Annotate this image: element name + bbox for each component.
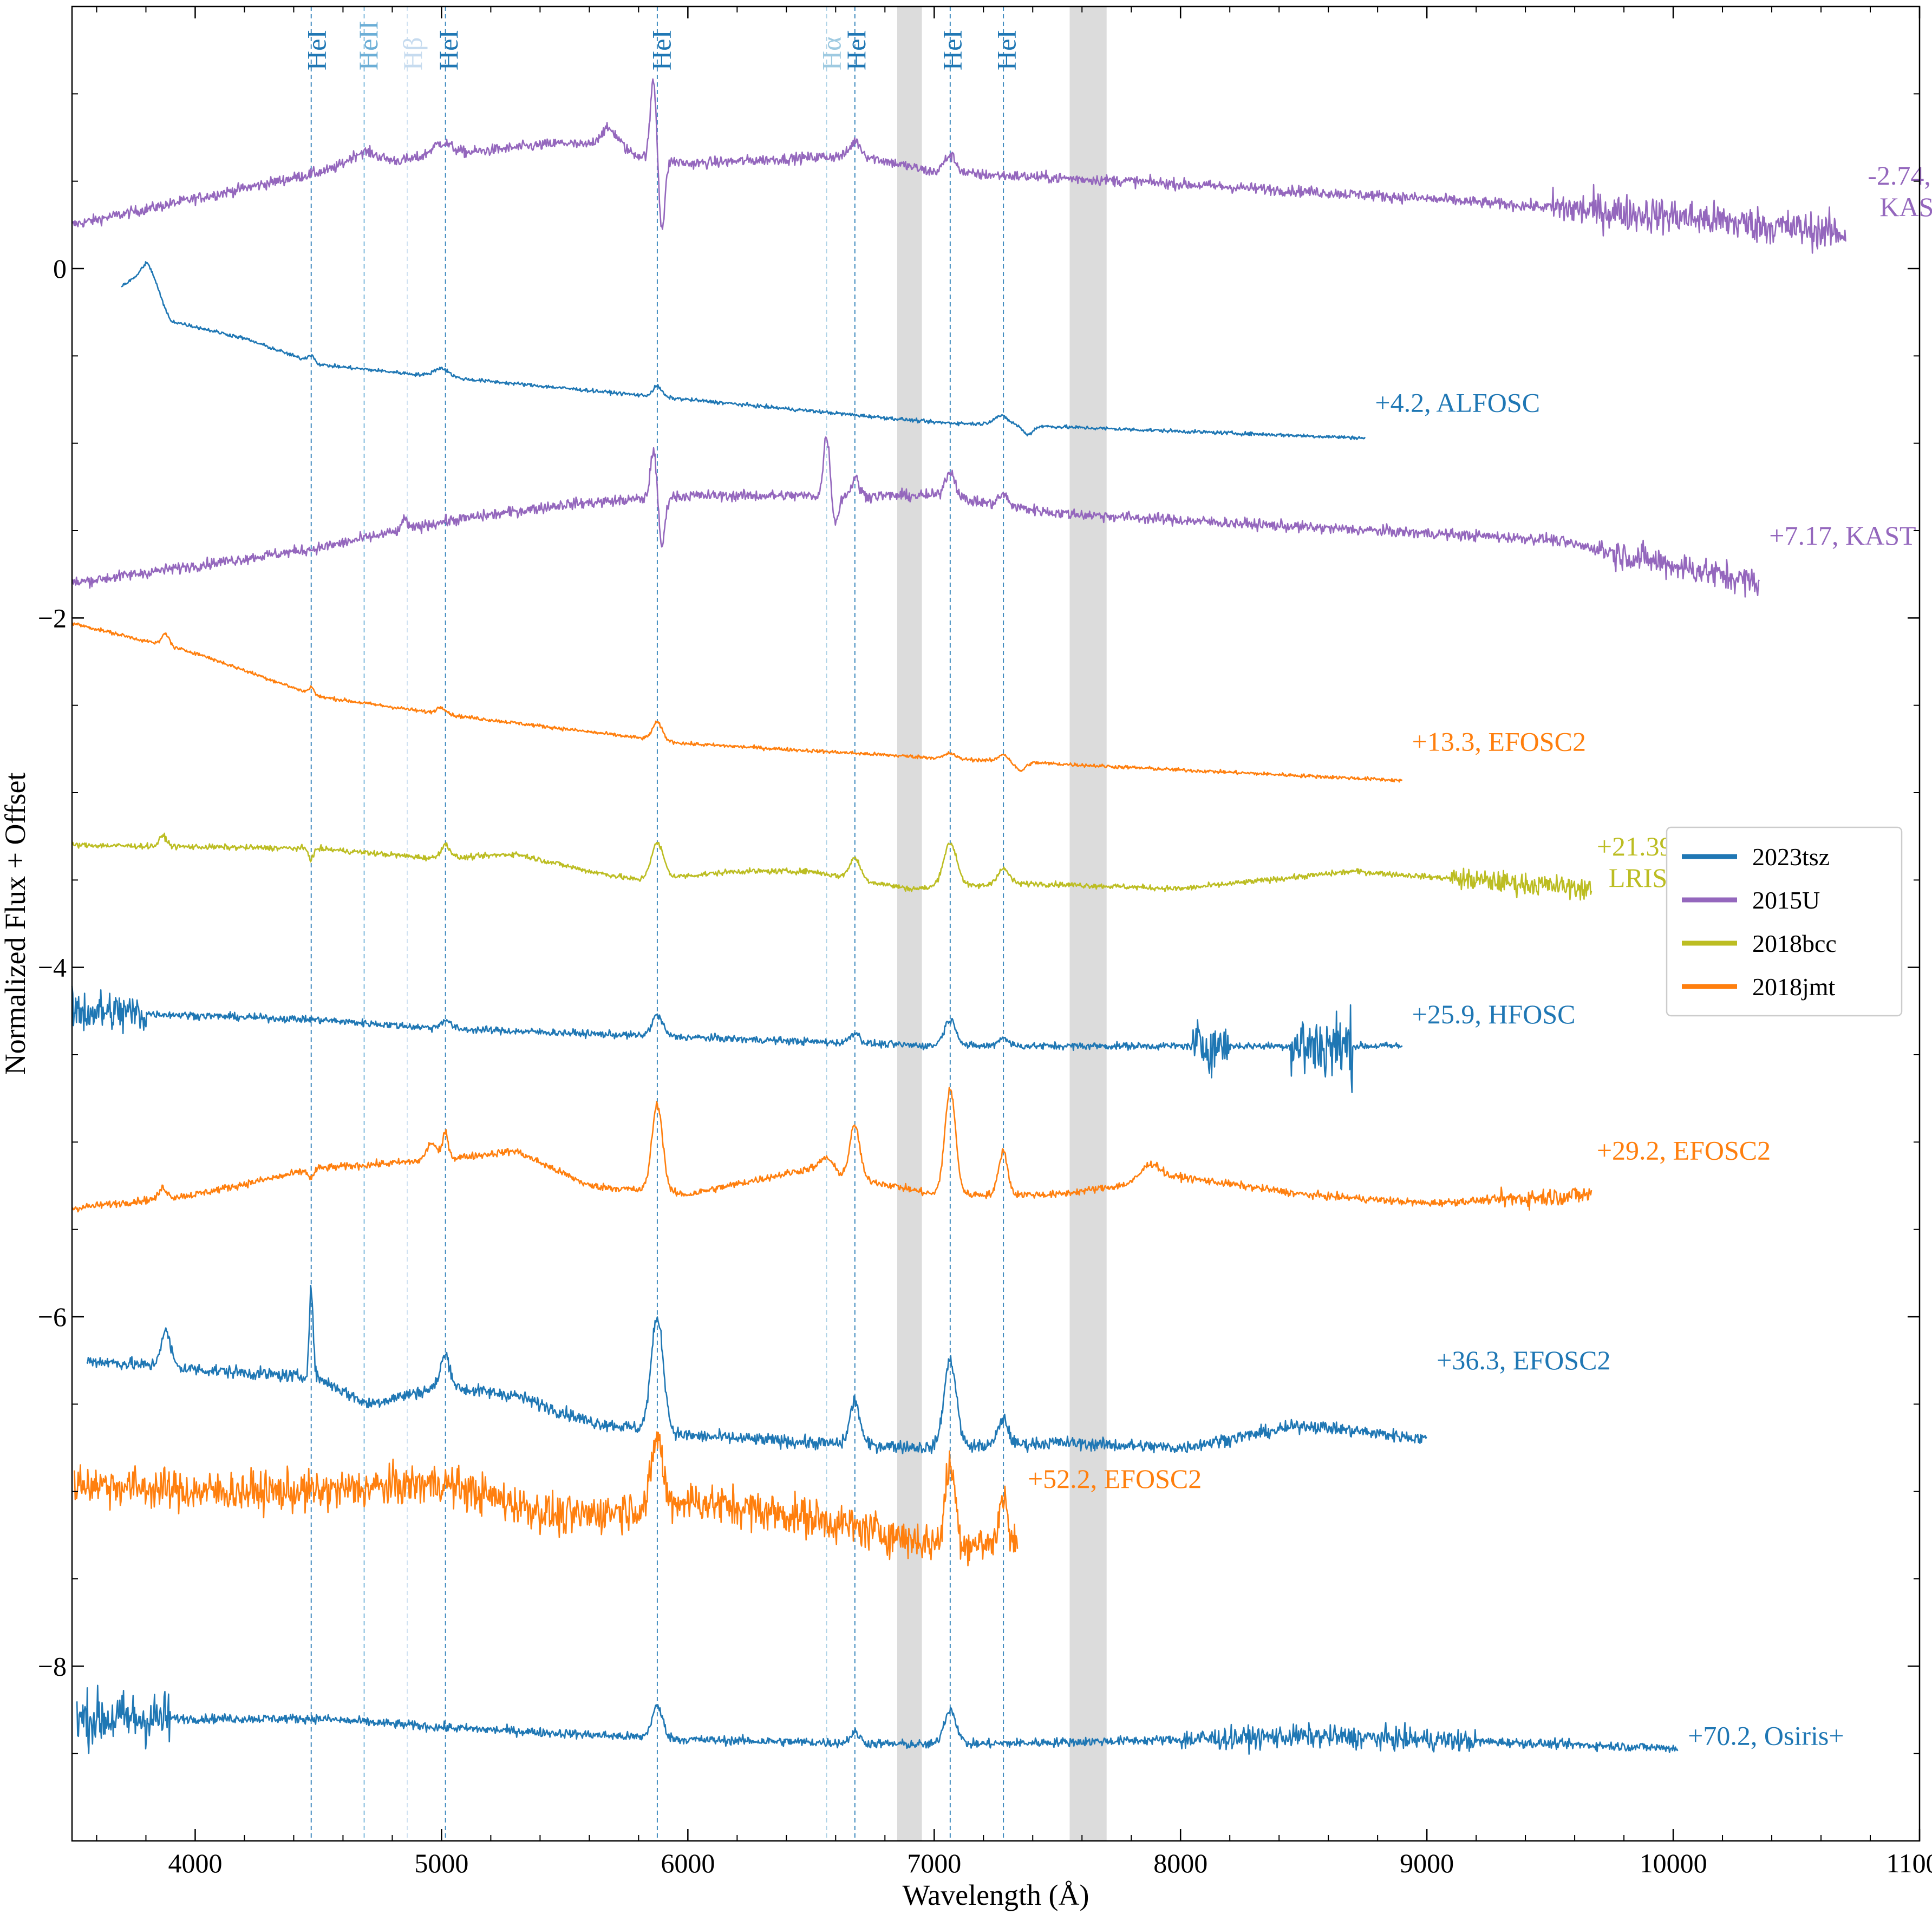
spectrum-label-line: +21.39, [1597,831,1680,861]
spectrum-line-2015U [71,78,1846,254]
telluric-band [1069,6,1107,1841]
plot-frame [71,5,1921,1842]
spectrum-line-2023tsz [86,1285,1427,1454]
spectra-series [71,78,1846,1755]
spectrum-line-2018bcc [71,832,1592,901]
line-marker-label: HeII [353,21,383,70]
y-tick-label: 0 [53,253,67,284]
spectrum-line-2018jmt [71,1087,1592,1213]
legend: 2023tsz 2015U 2018bcc 2018jmt [1666,826,1903,1017]
spectrum-line-2015U [71,436,1760,598]
spectrum-line-2023tsz [121,261,1366,441]
spectrum-label-line: +29.2, EFOSC2 [1597,1135,1771,1166]
line-marker-label: HeI [433,30,464,70]
spectrum-labels: -2.74,KAST +4.2, ALFOSC +7.17, KAST +13.3, … [1028,160,1932,1750]
spectrum-label-line: -2.74, [1868,160,1931,191]
spectrum-label: +7.17, KAST [1769,520,1916,551]
x-tick-label: 10000 [1640,1848,1707,1878]
telluric-bands [897,6,1107,1841]
legend-box [1666,826,1903,1017]
spectrum-label: +70.2, Osiris+ [1688,1721,1844,1751]
spectrum-line-2018jmt [74,1431,1019,1566]
x-tick-label: 11000 [1886,1848,1932,1878]
telluric-band [897,6,922,1841]
spectrum-label: +4.2, ALFOSC [1375,388,1540,418]
spectrum-line-2018jmt [71,622,1403,783]
spectrum-label-line: +4.2, ALFOSC [1375,388,1540,418]
line-marker-label: Hα [816,37,846,70]
y-tick-label: −2 [38,603,67,633]
spectrum-line-2023tsz [76,1684,1679,1755]
line-marker-label: HeI [991,30,1021,70]
axis-ticks: 4000 5000 6000 7000 8000 9000 10000 11000 0 −2 −4 −… [38,6,1932,1878]
spectrum-label-line: +70.2, Osiris+ [1688,1721,1844,1751]
spectrum-label: +21.39, LRIS [1597,831,1680,893]
spectrum-label-line: LRIS [1609,863,1667,893]
y-tick-label: −8 [38,1651,67,1681]
legend-label: 2018jmt [1752,973,1836,1001]
x-tick-label: 6000 [661,1848,715,1878]
spectrum-label-line: KAST [1879,192,1932,222]
spectrum-line-2023tsz [71,985,1403,1093]
spectrum-label-line: +52.2, EFOSC2 [1028,1464,1202,1494]
legend-label: 2015U [1752,886,1820,914]
x-tick-label: 4000 [168,1848,222,1878]
legend-label: 2023tsz [1752,843,1830,871]
spectrum-label: -2.74,KAST [1868,160,1932,222]
x-tick-label: 9000 [1400,1848,1454,1878]
x-tick-label: 5000 [414,1848,468,1878]
x-tick-label: 8000 [1153,1848,1208,1878]
spectrum-label: +13.3, EFOSC2 [1412,727,1586,757]
line-marker-label: HeI [302,30,332,70]
spectrum-label: +29.2, EFOSC2 [1597,1135,1771,1166]
spectrum-label-line: +13.3, EFOSC2 [1412,727,1586,757]
spectrum-label-line: +25.9, HFOSC [1412,999,1576,1029]
legend-label: 2018bcc [1752,930,1837,957]
y-tick-label: −4 [38,952,67,983]
spectrum-label: +36.3, EFOSC2 [1437,1345,1610,1375]
line-marker-label: HeI [646,30,676,70]
line-marker-label: Hβ [397,37,428,70]
y-axis-title: Normalized Flux + Offset [0,773,31,1075]
spectrum-label: +52.2, EFOSC2 [1028,1464,1202,1494]
spectrum-label-line: +7.17, KAST [1769,520,1916,551]
line-marker-label: HeI [937,30,967,70]
x-tick-label: 7000 [907,1848,961,1878]
x-axis-title: Wavelength (Å) [902,1879,1089,1911]
spectrum-label-line: +36.3, EFOSC2 [1437,1345,1610,1375]
y-tick-label: −6 [38,1302,67,1332]
spectrum-label: +25.9, HFOSC [1412,999,1576,1029]
line-marker-label: HeI [841,30,871,70]
